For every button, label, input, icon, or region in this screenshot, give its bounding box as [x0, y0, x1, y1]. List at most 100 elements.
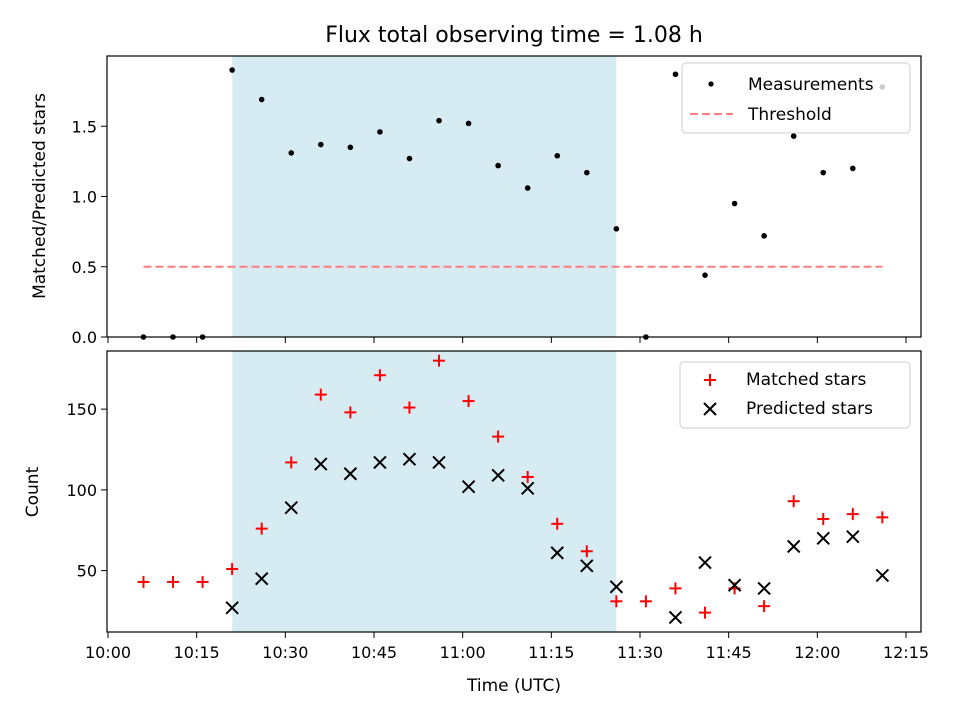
legend-predicted-label: Predicted stars [746, 399, 873, 419]
matched-star-point [580, 545, 593, 558]
matched-star-point [669, 582, 682, 595]
matched-star-point [610, 595, 623, 608]
top-y-tick-label: 0.0 [72, 328, 97, 347]
x-tick-label: 11:45 [706, 643, 752, 662]
predicted-star-point [491, 468, 505, 483]
measurement-point [347, 144, 354, 151]
legend-predicted-marker [703, 402, 717, 416]
bottom-legend-box [679, 361, 911, 429]
predicted-star-point [875, 568, 890, 583]
bottom-highlight-span [232, 351, 617, 632]
predicted-star-point [786, 539, 801, 554]
top-y-tick-label: 0.5 [72, 258, 97, 277]
chart-title: Flux total observing time = 1.08 h [325, 23, 703, 48]
predicted-star-point [314, 457, 328, 471]
legend-threshold-label: Threshold [747, 105, 832, 125]
legend-matched-label: Matched stars [746, 370, 866, 390]
top-axis-ticks: 0.0 0.5 1.0 1.5 [72, 117, 907, 347]
matched-star-point [462, 395, 475, 408]
x-tick-label: 10:45 [351, 643, 397, 662]
matched-star-point [196, 575, 209, 588]
legend-measurements-label: Measurements [748, 75, 874, 95]
predicted-star-point [698, 555, 712, 570]
predicted-star-point [846, 530, 860, 544]
measurement-point [731, 200, 738, 207]
predicted-star-point [284, 500, 298, 515]
x-tick-label: 11:15 [528, 643, 574, 662]
bottom-plot-frame [106, 350, 922, 633]
bottom-y-axis-label: Count [23, 466, 43, 517]
predicted-star-point [727, 578, 742, 592]
predicted-star-point [520, 481, 535, 495]
x-tick-label: 10:15 [174, 643, 220, 662]
measurement-point [613, 226, 620, 232]
predicted-star-point [343, 467, 358, 481]
top-highlight-span [232, 56, 617, 337]
matched-star-point [817, 512, 830, 525]
matched-star-point [787, 495, 800, 508]
bottom-legend: Matched stars Predicted stars [679, 361, 911, 429]
bottom-data-layer [137, 354, 890, 625]
matched-star-point [137, 575, 150, 588]
top-y-axis-label: Matched/Predicted stars [30, 93, 50, 299]
matched-star-point [226, 563, 239, 576]
top-data-layer [140, 67, 886, 340]
measurement-point [465, 120, 472, 127]
matched-star-point [373, 369, 386, 382]
measurement-point [850, 165, 856, 172]
matched-star-point [551, 517, 564, 530]
predicted-star-point [402, 452, 417, 466]
measurement-point [258, 96, 265, 103]
matched-star-point [639, 595, 652, 608]
measurement-point [790, 133, 797, 139]
bottom-y-tick-label: 50 [77, 562, 97, 581]
measurement-point [584, 169, 590, 176]
x-tick-label: 12:15 [883, 643, 929, 662]
predicted-star-point [668, 610, 683, 625]
predicted-star-point [816, 531, 830, 546]
top-legend: Measurements Threshold [681, 62, 911, 134]
predicted-star-point [225, 601, 239, 615]
top-y-tick-label: 1.5 [72, 117, 97, 136]
measurement-point [436, 117, 442, 124]
matched-star-point [344, 406, 357, 419]
measurement-point [524, 185, 531, 191]
predicted-star-point [254, 571, 269, 586]
predicted-star-point [757, 581, 771, 596]
predicted-star-point [432, 455, 446, 470]
x-tick-label: 12:00 [794, 643, 840, 662]
matched-star-point [876, 511, 889, 524]
bottom-panel: 50 100 150 10:00 10:15 10:30 10:45 11:00 11:15 11… [23, 350, 929, 696]
matched-star-point [403, 401, 416, 414]
predicted-star-point [580, 559, 594, 573]
legend-measurements-marker [708, 81, 714, 87]
matched-star-point [758, 600, 771, 613]
measurement-point [672, 71, 679, 78]
matched-star-point [433, 354, 446, 367]
measurement-point [702, 272, 708, 278]
legend-matched-marker [704, 374, 716, 386]
top-legend-box [681, 62, 911, 134]
predicted-star-point [609, 580, 624, 594]
predicted-star-point [550, 546, 564, 560]
measurement-point [377, 129, 383, 135]
predicted-star-point [461, 479, 476, 494]
measurement-point [820, 169, 827, 176]
bottom-axis-ticks: 50 100 150 10:00 10:15 10:30 10:45 11:00 11:15 11… [66, 400, 929, 662]
matched-star-point [699, 606, 712, 619]
measurement-point [318, 141, 324, 148]
bottom-y-tick-label: 150 [66, 400, 97, 419]
measurement-point [288, 150, 295, 156]
measurement-point [406, 155, 413, 162]
top-y-tick-label: 1.0 [72, 188, 97, 207]
x-tick-label: 10:30 [262, 643, 308, 662]
matched-star-point [521, 470, 534, 483]
matched-star-point [285, 456, 298, 469]
matched-star-point [314, 388, 327, 401]
measurement-point [761, 233, 767, 239]
top-panel: 0.0 0.5 1.0 1.5 Matched/Predicted stars Mea… [30, 55, 922, 347]
matched-star-point [492, 430, 505, 443]
predicted-star-point [373, 455, 387, 470]
x-axis-label: Time (UTC) [466, 676, 561, 696]
